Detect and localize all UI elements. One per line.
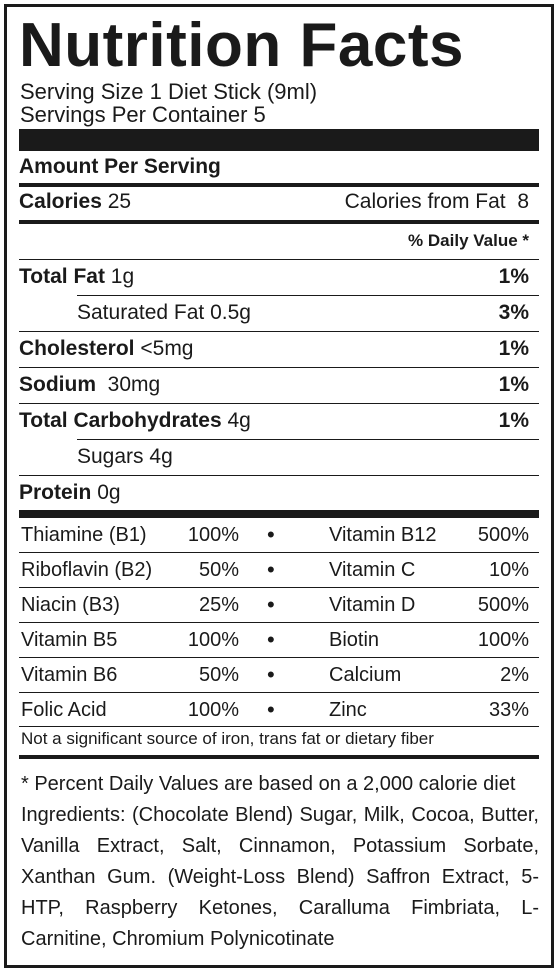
amount-per-serving: Amount Per Serving [19,155,221,178]
nutrient-row-protein: Protein 0g [19,481,121,504]
vitamin-row: Folic Acid 100% • Zinc 33% [19,693,539,727]
daily-value-header: % Daily Value * [408,231,529,250]
bullet-separator: • [267,592,275,617]
thick-divider [19,510,539,518]
calories-row: Calories 25 Calories from Fat 8 [19,190,529,213]
servings-per-container: Servings Per Container 5 [20,102,266,127]
vitamin-row: Riboflavin (B2) 50% • Vitamin C 10% [19,553,539,587]
divider [19,475,539,476]
divider [19,726,539,727]
medium-divider [19,220,539,224]
divider [19,657,539,658]
divider [77,439,539,440]
divider [19,403,539,404]
nutrition-facts-panel: Nutrition Facts Serving Size 1 Diet Stic… [4,4,554,968]
vitamin-row: Niacin (B3) 25% • Vitamin D 500% [19,588,539,622]
divider [19,587,539,588]
nutrient-row-sugars: Sugars 4g [77,445,173,468]
footnote-block: * Percent Daily Values are based on a 2,… [21,769,539,955]
divider [19,622,539,623]
medium-divider [19,183,539,187]
bullet-separator: • [267,697,275,722]
bullet-separator: • [267,522,275,547]
divider [19,692,539,693]
thick-divider [19,129,539,151]
divider [19,552,539,553]
nutrient-row-total-carbohydrates: Total Carbohydrates 4g 1% [19,409,529,432]
nutrient-row-saturated-fat: Saturated Fat 0.5g 3% [77,301,529,324]
nutrient-row-cholesterol: Cholesterol <5mg 1% [19,337,529,360]
medium-divider [19,755,539,759]
divider [77,295,539,296]
bullet-separator: • [267,627,275,652]
vitamin-row: Vitamin B6 50% • Calcium 2% [19,658,539,692]
divider [19,259,539,260]
daily-value-footnote: * Percent Daily Values are based on a 2,… [21,773,516,795]
bullet-separator: • [267,662,275,687]
vitamin-row: Vitamin B5 100% • Biotin 100% [19,623,539,657]
nutrient-row-sodium: Sodium 30mg 1% [19,373,529,396]
vitamin-row: Thiamine (B1) 100% • Vitamin B12 500% [19,518,539,552]
nutrient-row-total-fat: Total Fat 1g 1% [19,265,529,288]
bullet-separator: • [267,557,275,582]
divider [19,367,539,368]
panel-title: Nutrition Facts [19,11,464,80]
ingredients-list: Ingredients: (Chocolate Blend) Sugar, Mi… [21,804,539,950]
not-significant-note: Not a significant source of iron, trans … [21,729,434,748]
divider [19,331,539,332]
serving-size: Serving Size 1 Diet Stick (9ml) [20,79,318,104]
